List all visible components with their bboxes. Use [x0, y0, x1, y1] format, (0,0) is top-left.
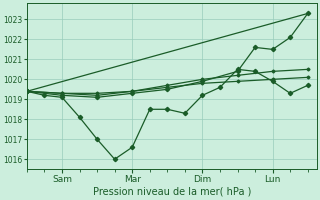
X-axis label: Pression niveau de la mer( hPa ): Pression niveau de la mer( hPa )	[92, 187, 251, 197]
